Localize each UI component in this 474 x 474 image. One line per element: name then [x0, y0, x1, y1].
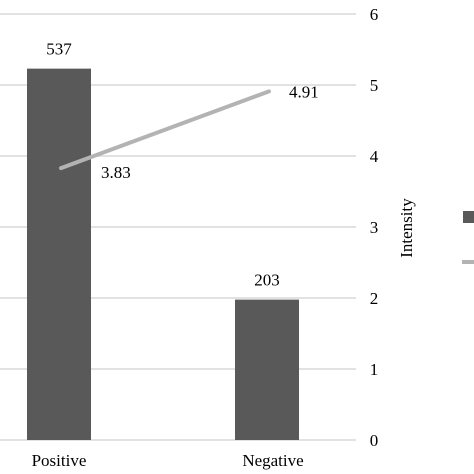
- x-tick-label: Positive: [32, 451, 87, 470]
- y2-tick-label: 1: [370, 360, 379, 379]
- y2-tick-label: 2: [370, 289, 379, 308]
- data-labels: 537 203 3.83 4.91: [46, 40, 319, 290]
- y2-tick-label: 0: [370, 431, 379, 450]
- bar-series: [27, 68, 299, 440]
- line-value-label: 3.83: [101, 163, 131, 182]
- line-path: [59, 89, 271, 171]
- bar-value-label: 537: [46, 40, 72, 59]
- legend: [462, 211, 474, 264]
- y2-tick-label: 3: [370, 218, 379, 237]
- y2-tick-label: 5: [370, 76, 379, 95]
- line-value-label: 4.91: [289, 82, 319, 101]
- y2-tick-label: 6: [370, 5, 379, 24]
- bar: [235, 299, 299, 440]
- legend-key-bars: [463, 211, 474, 223]
- bar-value-label: 203: [254, 271, 280, 290]
- x-axis-ticks: Positive Negative: [32, 451, 304, 470]
- y-axis-ticks: 0 1 2 3 4 5 6: [370, 5, 379, 450]
- x-tick-label: Negative: [242, 451, 303, 470]
- bar: [27, 68, 91, 440]
- y2-tick-label: 4: [370, 147, 379, 166]
- line-series: [59, 89, 271, 171]
- y2-axis-title: Intensity: [397, 198, 416, 258]
